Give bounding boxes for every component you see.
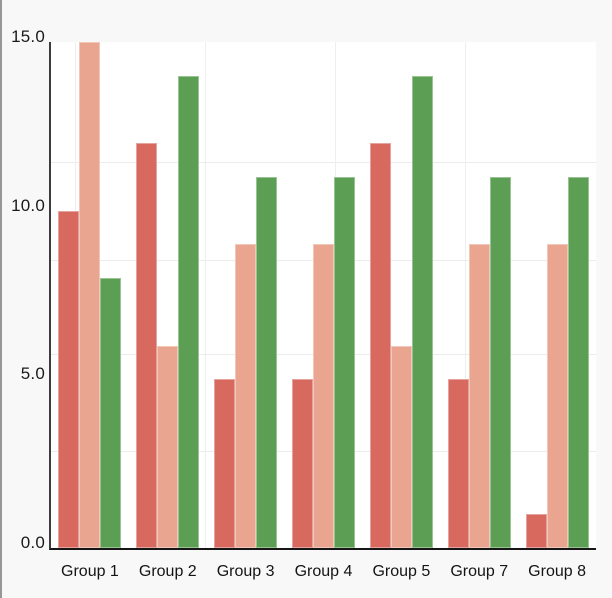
green-series-bar: [334, 176, 355, 548]
red-series-bar: [136, 143, 158, 548]
y-tick-label: 15.0: [11, 27, 45, 46]
red-series-bar: [369, 143, 391, 548]
y-tick-label: 0.0: [20, 533, 45, 552]
x-tick-label: Group 8: [528, 563, 586, 580]
vertical-gridline: [465, 42, 467, 548]
red-series-bar: [525, 514, 547, 548]
horizontal-gridline: [51, 161, 596, 163]
salmon-series-bar: [313, 244, 334, 548]
x-axis: Group 1 Group 2 Group 3 Group 4 Group 5 Group…: [51, 560, 596, 584]
y-axis: 15.0 10.0 5.0 0.0: [2, 0, 45, 598]
bar-groups: [51, 42, 596, 548]
bar-group-group-2: [129, 42, 207, 548]
x-tick-label: Group 3: [216, 563, 275, 580]
x-tick-label: Group 5: [372, 563, 431, 580]
green-series-bar: [411, 75, 433, 548]
bar-group-group-5: [362, 42, 440, 548]
bar-group-group-7: [440, 42, 518, 548]
bar-group-group-8: [518, 42, 596, 548]
green-series-bar: [100, 278, 122, 548]
bar-group-group-4: [285, 42, 363, 548]
salmon-series-bar: [79, 42, 101, 548]
y-tick-label: 5.0: [20, 364, 45, 384]
x-tick-label: Group 1: [61, 563, 119, 580]
plot-area: [49, 42, 596, 550]
salmon-series-bar: [546, 244, 568, 548]
x-tick-label: Group 4: [294, 563, 353, 580]
x-tick-label: Group 2: [138, 563, 197, 580]
salmon-series-bar: [157, 345, 179, 548]
salmon-series-bar: [468, 244, 490, 548]
green-series-bar: [489, 176, 511, 548]
x-tick-label: Group 7: [450, 563, 509, 580]
green-series-bar: [256, 176, 278, 548]
red-series-bar: [58, 210, 80, 548]
vertical-gridline: [205, 42, 207, 548]
green-series-bar: [567, 176, 589, 548]
red-series-bar: [214, 379, 236, 548]
bar-group-group-3: [207, 42, 285, 548]
salmon-series-bar: [390, 345, 412, 548]
salmon-series-bar: [235, 244, 257, 548]
red-series-bar: [292, 379, 313, 548]
y-tick-label: 10.0: [11, 195, 45, 215]
bar-group-group-1: [51, 42, 129, 548]
green-series-bar: [178, 75, 200, 548]
red-series-bar: [447, 379, 469, 548]
